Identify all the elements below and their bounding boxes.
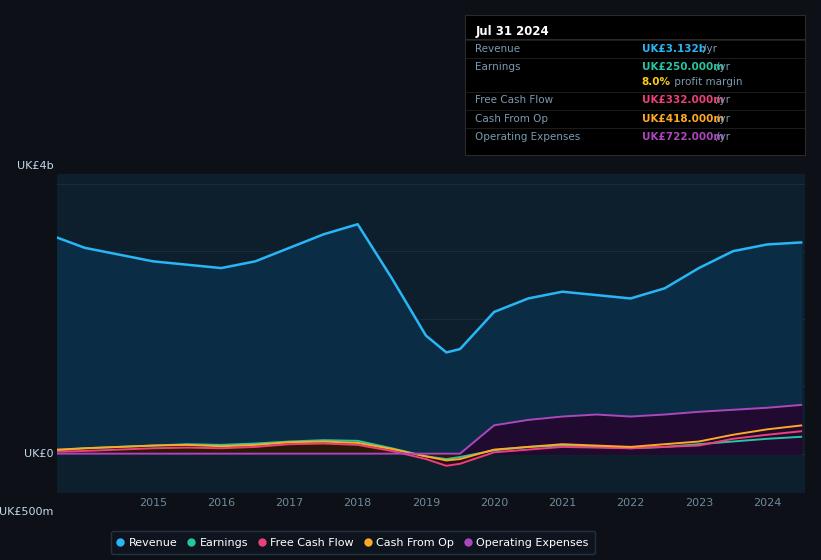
Text: UK£332.000m: UK£332.000m xyxy=(642,95,724,105)
Text: UK£722.000m: UK£722.000m xyxy=(642,132,724,142)
Text: /yr: /yr xyxy=(716,95,730,105)
Text: 8.0%: 8.0% xyxy=(642,77,671,87)
Text: UK£3.132b: UK£3.132b xyxy=(642,44,706,54)
Text: -UK£500m: -UK£500m xyxy=(0,507,53,516)
Legend: Revenue, Earnings, Free Cash Flow, Cash From Op, Operating Expenses: Revenue, Earnings, Free Cash Flow, Cash … xyxy=(111,531,595,554)
Text: Free Cash Flow: Free Cash Flow xyxy=(475,95,553,105)
Text: profit margin: profit margin xyxy=(671,77,742,87)
Text: Cash From Op: Cash From Op xyxy=(475,114,548,124)
Text: UK£0: UK£0 xyxy=(25,449,53,459)
Text: Earnings: Earnings xyxy=(475,62,521,72)
Text: /yr: /yr xyxy=(704,44,718,54)
Text: /yr: /yr xyxy=(716,114,730,124)
Text: UK£418.000m: UK£418.000m xyxy=(642,114,724,124)
Text: /yr: /yr xyxy=(716,62,730,72)
Text: Operating Expenses: Operating Expenses xyxy=(475,132,580,142)
Text: /yr: /yr xyxy=(716,132,730,142)
Text: UK£250.000m: UK£250.000m xyxy=(642,62,724,72)
Text: UK£4b: UK£4b xyxy=(17,161,53,171)
Text: Revenue: Revenue xyxy=(475,44,521,54)
Text: Jul 31 2024: Jul 31 2024 xyxy=(475,25,549,38)
